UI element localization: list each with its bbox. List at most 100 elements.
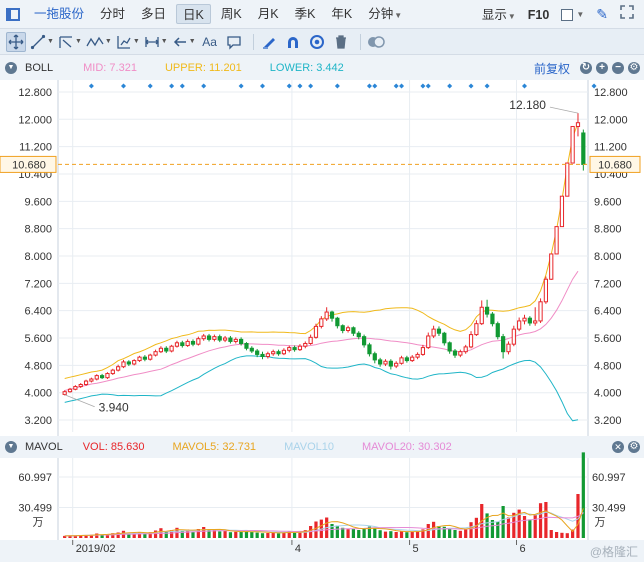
candle[interactable]: [185, 339, 190, 347]
volume-bar[interactable]: [373, 528, 377, 538]
candle[interactable]: [442, 331, 447, 346]
candle[interactable]: [329, 310, 335, 322]
visibility-tool[interactable]: [307, 32, 327, 52]
arrow-tool[interactable]: ▼: [172, 32, 196, 52]
candle[interactable]: [239, 337, 244, 346]
volume-bar[interactable]: [346, 529, 350, 538]
volume-bar[interactable]: [68, 535, 72, 538]
volume-bar[interactable]: [383, 531, 388, 538]
candle[interactable]: [180, 340, 185, 348]
candle[interactable]: [474, 320, 479, 336]
candle[interactable]: [287, 345, 292, 353]
volume-bar[interactable]: [469, 522, 473, 538]
volume-bar[interactable]: [298, 531, 302, 538]
candle[interactable]: [110, 368, 115, 375]
candle[interactable]: [105, 372, 110, 380]
volume-bar[interactable]: [63, 535, 67, 538]
volume-bar[interactable]: [202, 527, 206, 538]
volume-bar[interactable]: [282, 532, 286, 538]
candle[interactable]: [351, 326, 356, 336]
event-marker-icon[interactable]: [468, 83, 474, 89]
volume-bar[interactable]: [218, 531, 222, 538]
volume-bar[interactable]: [170, 530, 174, 538]
candle[interactable]: [468, 331, 474, 349]
mavol-indicator-name[interactable]: MAVOL: [25, 441, 63, 453]
volume-bar[interactable]: [533, 514, 537, 538]
candle[interactable]: [436, 326, 442, 336]
event-marker-icon[interactable]: [169, 83, 175, 89]
candle[interactable]: [463, 344, 468, 354]
volume-bar[interactable]: [191, 531, 195, 538]
volume-bar[interactable]: [223, 531, 227, 538]
candle[interactable]: [78, 383, 83, 388]
candle[interactable]: [340, 324, 345, 334]
volume-bar[interactable]: [485, 513, 489, 538]
volume-bar[interactable]: [292, 532, 297, 538]
candle[interactable]: [249, 346, 254, 354]
event-marker-icon[interactable]: [366, 83, 372, 89]
candle[interactable]: [335, 316, 340, 329]
event-marker-icon[interactable]: [286, 83, 292, 89]
delete-tool[interactable]: [331, 32, 351, 52]
volume-bar[interactable]: [549, 530, 553, 538]
candle[interactable]: [233, 337, 238, 344]
gear-icon[interactable]: ⚙: [628, 62, 640, 74]
event-marker-icon[interactable]: [484, 83, 490, 89]
candle[interactable]: [276, 349, 281, 356]
candle[interactable]: [308, 334, 313, 345]
candle[interactable]: [222, 335, 228, 343]
candle[interactable]: [255, 348, 260, 358]
zoom-out-icon[interactable]: −: [612, 62, 624, 74]
candle[interactable]: [399, 355, 404, 365]
wave-tool[interactable]: ▼: [86, 32, 112, 52]
candle[interactable]: [575, 113, 581, 137]
volume-bar[interactable]: [501, 506, 505, 538]
tab-multi-day[interactable]: 多日: [135, 4, 172, 24]
tab-intraday[interactable]: 分时: [94, 4, 131, 24]
volume-bar[interactable]: [538, 503, 543, 538]
tab-yearly-k[interactable]: 年K: [325, 4, 358, 24]
gear-icon[interactable]: ⚙: [628, 441, 640, 453]
candle[interactable]: [543, 276, 549, 304]
volume-bar[interactable]: [244, 530, 249, 538]
volume-bar[interactable]: [405, 532, 409, 538]
candle[interactable]: [538, 298, 543, 323]
volume-bar[interactable]: [437, 526, 441, 538]
volume-bar[interactable]: [544, 502, 548, 538]
candle[interactable]: [99, 373, 105, 380]
event-marker-icon[interactable]: [120, 83, 126, 89]
volume-bar[interactable]: [351, 528, 356, 539]
volume-bar[interactable]: [276, 533, 281, 538]
candle[interactable]: [420, 344, 426, 356]
volume-bar[interactable]: [357, 530, 361, 538]
candle[interactable]: [121, 359, 126, 369]
candle[interactable]: [292, 345, 297, 352]
volume-bar[interactable]: [581, 452, 585, 538]
candle[interactable]: [148, 353, 153, 361]
event-marker-icon[interactable]: [297, 83, 303, 89]
volume-bar[interactable]: [415, 531, 420, 538]
volume-bar[interactable]: [448, 528, 452, 538]
volume-bar[interactable]: [186, 529, 190, 539]
event-marker-icon[interactable]: [399, 83, 405, 89]
brush-tool[interactable]: [259, 32, 279, 52]
candle[interactable]: [361, 334, 367, 348]
event-marker-icon[interactable]: [201, 83, 207, 89]
volume-bar[interactable]: [287, 531, 291, 538]
event-marker-icon[interactable]: [447, 83, 453, 89]
volume-bar[interactable]: [95, 533, 99, 539]
candle[interactable]: [345, 325, 351, 333]
pattern-tool[interactable]: ▼: [116, 32, 140, 52]
candle[interactable]: [281, 348, 287, 356]
candle[interactable]: [501, 333, 506, 359]
candle[interactable]: [217, 334, 222, 343]
candle[interactable]: [554, 226, 559, 255]
volume-bar[interactable]: [180, 531, 184, 538]
f10-button[interactable]: F10: [527, 7, 550, 22]
event-marker-icon[interactable]: [147, 83, 153, 89]
text-tool[interactable]: Aa: [202, 34, 217, 49]
candle[interactable]: [303, 341, 308, 349]
volume-bar[interactable]: [148, 532, 152, 538]
volume-bar[interactable]: [335, 525, 339, 539]
volume-bar[interactable]: [303, 530, 307, 538]
